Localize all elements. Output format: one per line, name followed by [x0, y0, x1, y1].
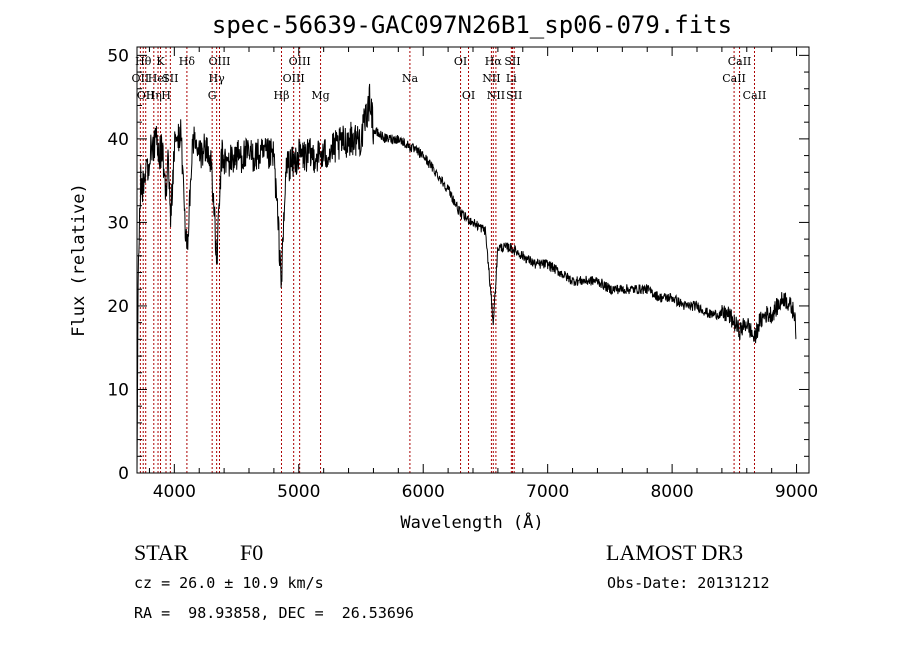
survey-name: LAMOST DR3: [606, 540, 744, 565]
x-axis: 4000 5000 6000 7000 8000 9000: [148, 47, 818, 502]
plot-frame: [136, 46, 810, 474]
line-label: OIII: [289, 55, 311, 68]
line-label: Mg: [311, 89, 329, 102]
line-label: SII: [162, 72, 178, 85]
spectral-line-labels: OIIHθOIIHηHeIKHSIIHδGHγOIIIHβOIIIOIIIMgN…: [132, 55, 767, 102]
line-label: CaII: [728, 55, 752, 68]
spectrum-chart: spec-56639-GAC097N26B1_sp06-079.fits 400…: [69, 11, 818, 533]
line-label: OI: [462, 89, 475, 102]
line-label: Na: [402, 72, 419, 85]
line-label: OIII: [208, 55, 230, 68]
y-tick-label: 40: [107, 130, 129, 150]
line-label: K: [156, 55, 165, 68]
line-label: NII: [482, 72, 500, 85]
line-label: Hβ: [274, 89, 290, 102]
line-label: H: [161, 89, 171, 102]
spectrum-line: [136, 83, 797, 474]
line-label: Hη: [146, 89, 162, 102]
object-subclass: F0: [240, 540, 264, 565]
y-axis-label: Flux (relative): [69, 183, 89, 337]
x-tick-label: 8000: [650, 482, 693, 502]
y-tick-label: 50: [107, 46, 129, 66]
x-tick-label: 6000: [402, 482, 445, 502]
redshift-cz: cz = 26.0 ± 10.9 km/s: [134, 574, 324, 592]
object-class: STAR: [134, 540, 189, 565]
spectral-line-markers: [139, 47, 755, 473]
line-label: NII: [487, 89, 505, 102]
line-label: CaII: [743, 89, 767, 102]
line-label: SII: [504, 55, 520, 68]
line-label: OIII: [283, 72, 305, 85]
line-label: Hθ: [135, 55, 152, 68]
coordinates: RA = 98.93858, DEC = 26.53696: [134, 604, 414, 622]
x-tick-label: 5000: [277, 482, 320, 502]
line-label: Hδ: [179, 55, 196, 68]
line-label: CaII: [722, 72, 746, 85]
line-label: Hα: [485, 55, 503, 68]
line-label: G: [208, 89, 217, 102]
line-label: Hγ: [209, 72, 226, 85]
chart-title: spec-56639-GAC097N26B1_sp06-079.fits: [212, 11, 732, 39]
y-tick-label: 0: [118, 464, 129, 484]
y-tick-label: 30: [107, 213, 129, 233]
line-label: OI: [454, 55, 467, 68]
line-label: OII: [137, 89, 155, 102]
line-label: SII: [506, 89, 522, 102]
line-label: HeI: [148, 72, 168, 85]
observation-date: Obs-Date: 20131212: [607, 574, 770, 592]
x-axis-label: Wavelength (Å): [400, 511, 543, 533]
x-tick-label: 4000: [153, 482, 196, 502]
line-label: Li: [506, 72, 517, 85]
x-tick-label: 9000: [775, 482, 818, 502]
y-tick-label: 10: [107, 380, 129, 400]
y-axis: 0 10 20 30 40 50: [107, 46, 809, 484]
x-tick-label: 7000: [526, 482, 569, 502]
y-tick-label: 20: [107, 297, 129, 317]
line-label: OII: [132, 72, 150, 85]
